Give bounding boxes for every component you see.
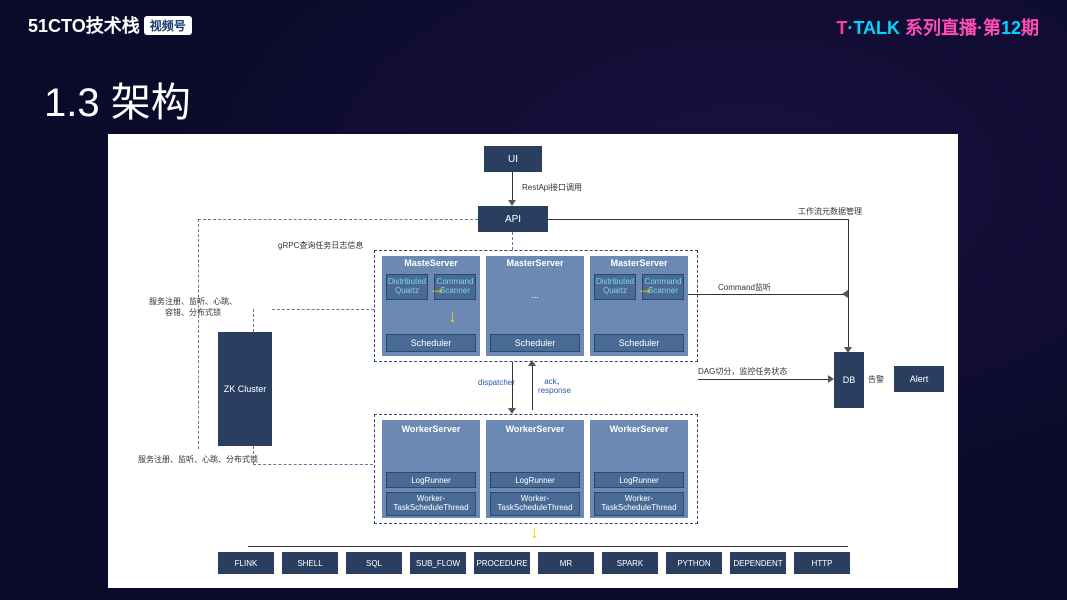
ack-label: ack、 response [538, 378, 571, 396]
logo-text: 51CTO技术栈 [28, 12, 140, 38]
alert-label: 告警 [868, 374, 884, 385]
task-dependent: DEPENDENT [730, 552, 786, 574]
logrunner-1: LogRunner [386, 472, 476, 488]
master2-title: MasterServer [486, 258, 584, 268]
worker2-title: WorkerServer [486, 424, 584, 434]
task-sql: SQL [346, 552, 402, 574]
cmd-listen-label: Command监听 [718, 282, 771, 293]
rest-label: RestApi接口调用 [522, 182, 582, 193]
worker3-title: WorkerServer [590, 424, 688, 434]
api-box: API [478, 206, 548, 232]
zk-reg1: 服务注册、监听、心跳、 容错、分布式锁 [138, 296, 248, 318]
scheduler-2: Scheduler [490, 334, 580, 352]
task-mr: MR [538, 552, 594, 574]
page-title: 1.3 架构 [44, 70, 191, 128]
scheduler-3: Scheduler [594, 334, 684, 352]
workerthread-1: Worker- TaskScheduleThread [386, 492, 476, 516]
task-subflow: SUB_FLOW [410, 552, 466, 574]
task-shell: SHELL [282, 552, 338, 574]
brand-t: T [836, 18, 847, 38]
task-spark: SPARK [602, 552, 658, 574]
master2-dots: ... [486, 290, 584, 300]
task-row: FLINK SHELL SQL SUB_FLOW PROCEDURE MR SP… [218, 552, 850, 574]
master3-title: MasterServer [590, 258, 688, 268]
db-box: DB [834, 352, 864, 408]
right-brand: T·TALK 系列直播·第12期 [836, 14, 1039, 40]
task-python: PYTHON [666, 552, 722, 574]
brand-qi: 期 [1021, 18, 1039, 38]
dist-quartz-3: Distributed Quartz [594, 274, 636, 300]
ui-box: UI [484, 146, 542, 172]
brand-num: 12 [1001, 18, 1021, 38]
diagram-canvas: UI RestApi接口调用 API 工作流元数据管理 gRPC查询任务日志信息… [108, 134, 958, 588]
zk-box: ZK Cluster [218, 332, 272, 446]
scheduler-1: Scheduler [386, 334, 476, 352]
worker1-title: WorkerServer [382, 424, 480, 434]
logrunner-2: LogRunner [490, 472, 580, 488]
dispatcher-label: dispatcher [478, 378, 515, 387]
alert-box: Alert [894, 366, 944, 392]
header: 51CTO技术栈 视频号 T·TALK 系列直播·第12期 [0, 12, 1067, 42]
zk-reg2: 服务注册、监听、心跳、分布式锁 [128, 454, 268, 465]
dist-quartz-1: Distributed Quartz [386, 274, 428, 300]
task-http: HTTP [794, 552, 850, 574]
task-procedure: PROCEDURE [474, 552, 530, 574]
workflow-label: 工作流元数据管理 [798, 206, 862, 217]
brand-talk: TALK [853, 18, 900, 38]
logo: 51CTO技术栈 视频号 [28, 12, 192, 38]
grpc-label: gRPC查询任务日志信息 [278, 240, 363, 251]
dag-label: DAG切分，监控任务状态 [698, 366, 787, 377]
logrunner-3: LogRunner [594, 472, 684, 488]
workerthread-3: Worker- TaskScheduleThread [594, 492, 684, 516]
logo-badge: 视频号 [144, 16, 192, 35]
brand-series: 系列直播·第 [900, 18, 1001, 38]
master1-title: MasteServer [382, 258, 480, 268]
task-flink: FLINK [218, 552, 274, 574]
workerthread-2: Worker- TaskScheduleThread [490, 492, 580, 516]
